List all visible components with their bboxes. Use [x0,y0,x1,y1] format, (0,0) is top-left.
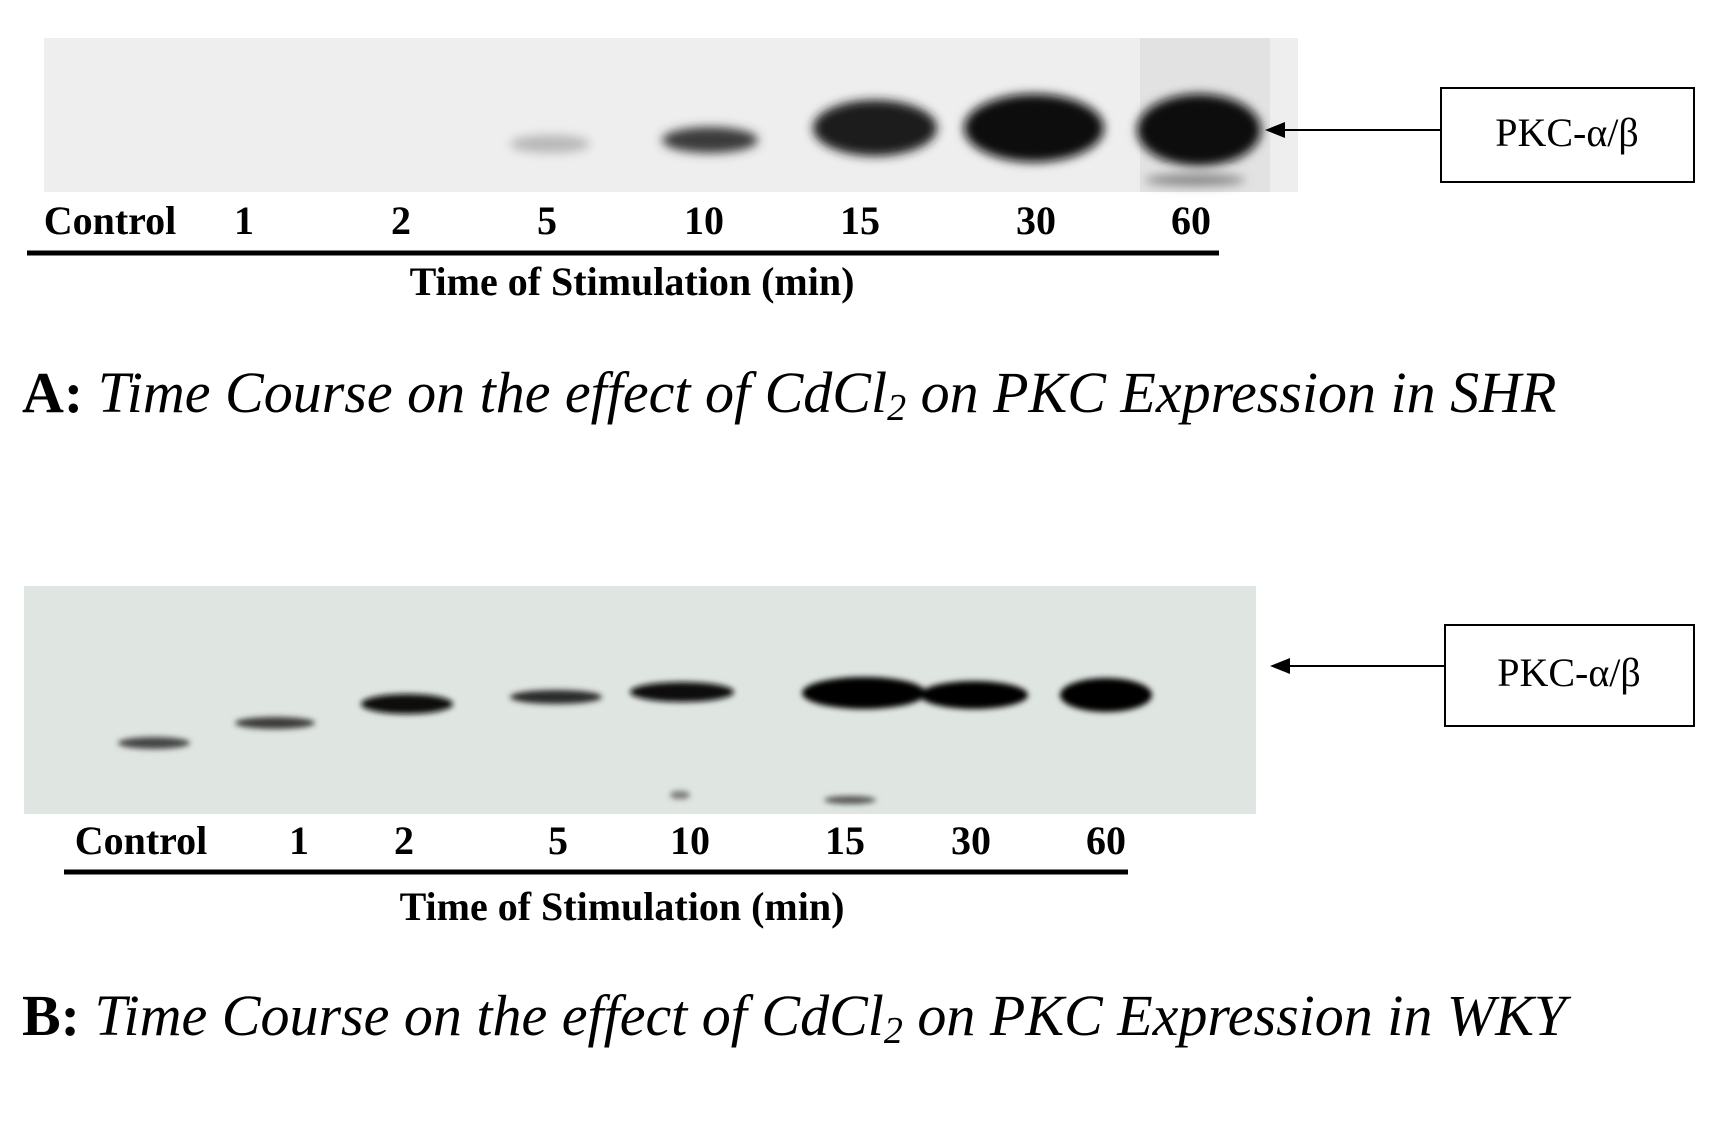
caption-part: on PKC Expression in SHR [906,360,1557,425]
caption-b: B: Time Course on the effect of CdCl2 on… [22,975,1712,1057]
panel-label: B: [22,983,80,1048]
caption-subscript: 2 [887,387,907,429]
axis-title: Time of Stimulation (min) [400,884,845,929]
blot-a [44,38,1298,192]
caption-text: Time Course on the effect of CdCl2 on PK… [94,983,1567,1050]
caption-part: on PKC Expression in WKY [902,983,1567,1048]
panel-label: A: [22,360,84,425]
arrow-head [1265,122,1285,138]
bands-b [118,677,1152,804]
lane-label: 10 [684,198,724,243]
caption-a: A: Time Course on the effect of CdCl2 on… [22,352,1712,434]
caption-part: Time Course on the effect of CdCl [97,360,888,425]
lane-label: 60 [1086,818,1126,863]
caption-part: Time Course on the effect of CdCl [94,983,884,1048]
lane-label: 1 [289,818,309,863]
lane-label: 5 [537,198,557,243]
lane-label: 2 [394,818,414,863]
lane-label: 30 [1016,198,1056,243]
lane-label: Control [44,198,177,243]
caption-subscript: 2 [883,1010,903,1052]
lane-label: 1 [234,198,254,243]
lane-label: 10 [670,818,710,863]
lane-label: 2 [391,198,411,243]
bands-a [510,94,1261,186]
lane-labels-a: Control 1 2 5 10 15 30 60 [44,198,1211,243]
arrow-head [1270,658,1290,674]
caption-text: Time Course on the effect of CdCl2 on PK… [97,360,1557,427]
axis-title: Time of Stimulation (min) [410,259,855,304]
lane-label: 30 [951,818,991,863]
lane-label: 60 [1171,198,1211,243]
band-label: PKC-α/β [1497,650,1641,695]
blot-b [24,586,1256,814]
lane-label: 5 [548,818,568,863]
label-box [1440,87,1695,183]
lane-label: 15 [825,818,865,863]
band-label: PKC-α/β [1495,110,1639,155]
label-box [1444,624,1695,727]
lane-label: 15 [840,198,880,243]
lane-labels-b: Control 1 2 5 10 15 30 60 [75,818,1126,863]
lane-label: Control [75,818,208,863]
